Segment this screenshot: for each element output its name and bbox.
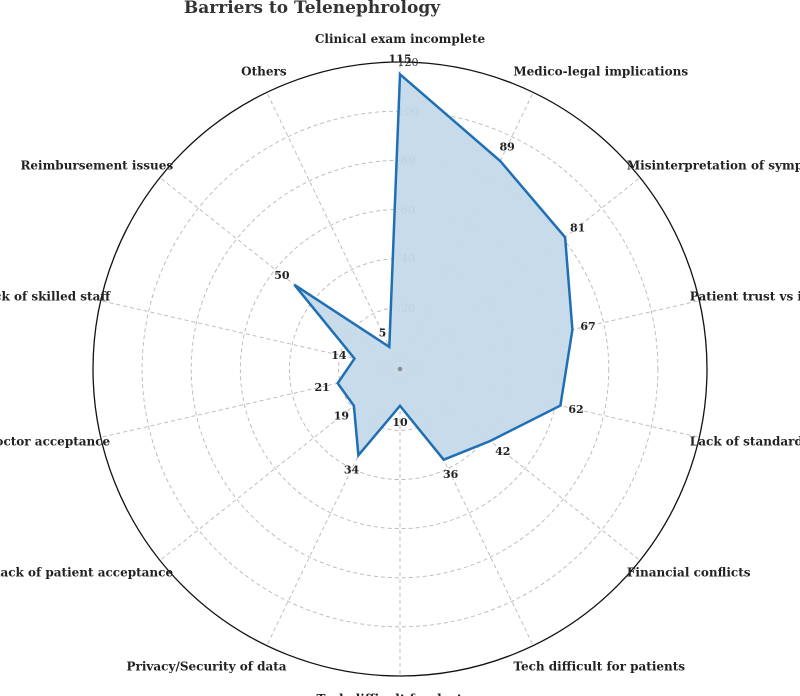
category-label: Patient trust vs in-person <box>690 290 800 304</box>
center-point <box>397 366 403 372</box>
r-tick-label: 120 <box>398 56 419 69</box>
series-line <box>293 71 574 462</box>
category-label: Lack of standard norms <box>690 435 800 449</box>
category-label: Lack of doctor acceptance <box>0 435 111 449</box>
chart-title: Barriers to Telenephrology <box>184 0 441 18</box>
category-labels: Clinical exam incomplete Medico-legal imp… <box>0 32 800 696</box>
value-label: 67 <box>580 320 595 333</box>
outer-circle <box>92 61 708 677</box>
value-label: 115 <box>389 52 412 65</box>
value-labels: 115 89 81 67 62 42 36 10 34 19 21 14 50 5 <box>274 52 595 481</box>
value-label: 34 <box>344 464 360 477</box>
value-label: 19 <box>334 410 349 423</box>
category-label: Privacy/Security of data <box>127 660 287 674</box>
category-label: Financial conflicts <box>627 565 751 579</box>
value-label: 21 <box>314 381 329 394</box>
category-label: Tech difficult for doctors <box>316 692 483 696</box>
category-label: Tech difficult for patients <box>513 660 685 674</box>
category-label: Lack of skilled staff <box>0 290 111 304</box>
category-label: Misinterpretation of symptoms/signs <box>627 159 800 173</box>
value-label: 81 <box>570 221 585 234</box>
value-label: 50 <box>274 269 290 282</box>
value-label: 36 <box>443 468 459 481</box>
series-area <box>294 74 573 460</box>
spoke-13 <box>266 92 401 370</box>
spoke-11 <box>100 300 401 370</box>
category-label: Clinical exam incomplete <box>315 32 486 46</box>
value-label: 14 <box>331 349 347 362</box>
category-label: Others <box>241 64 287 78</box>
value-label: 62 <box>568 403 583 416</box>
value-label: 10 <box>392 416 408 429</box>
value-label: 5 <box>379 327 387 340</box>
value-label: 89 <box>499 141 514 154</box>
series <box>293 71 574 462</box>
value-label: 42 <box>495 445 510 458</box>
category-label: Reimbursement issues <box>20 159 173 173</box>
category-label: Lack of patient acceptance <box>0 565 173 579</box>
category-label: Medico-legal implications <box>513 64 688 78</box>
